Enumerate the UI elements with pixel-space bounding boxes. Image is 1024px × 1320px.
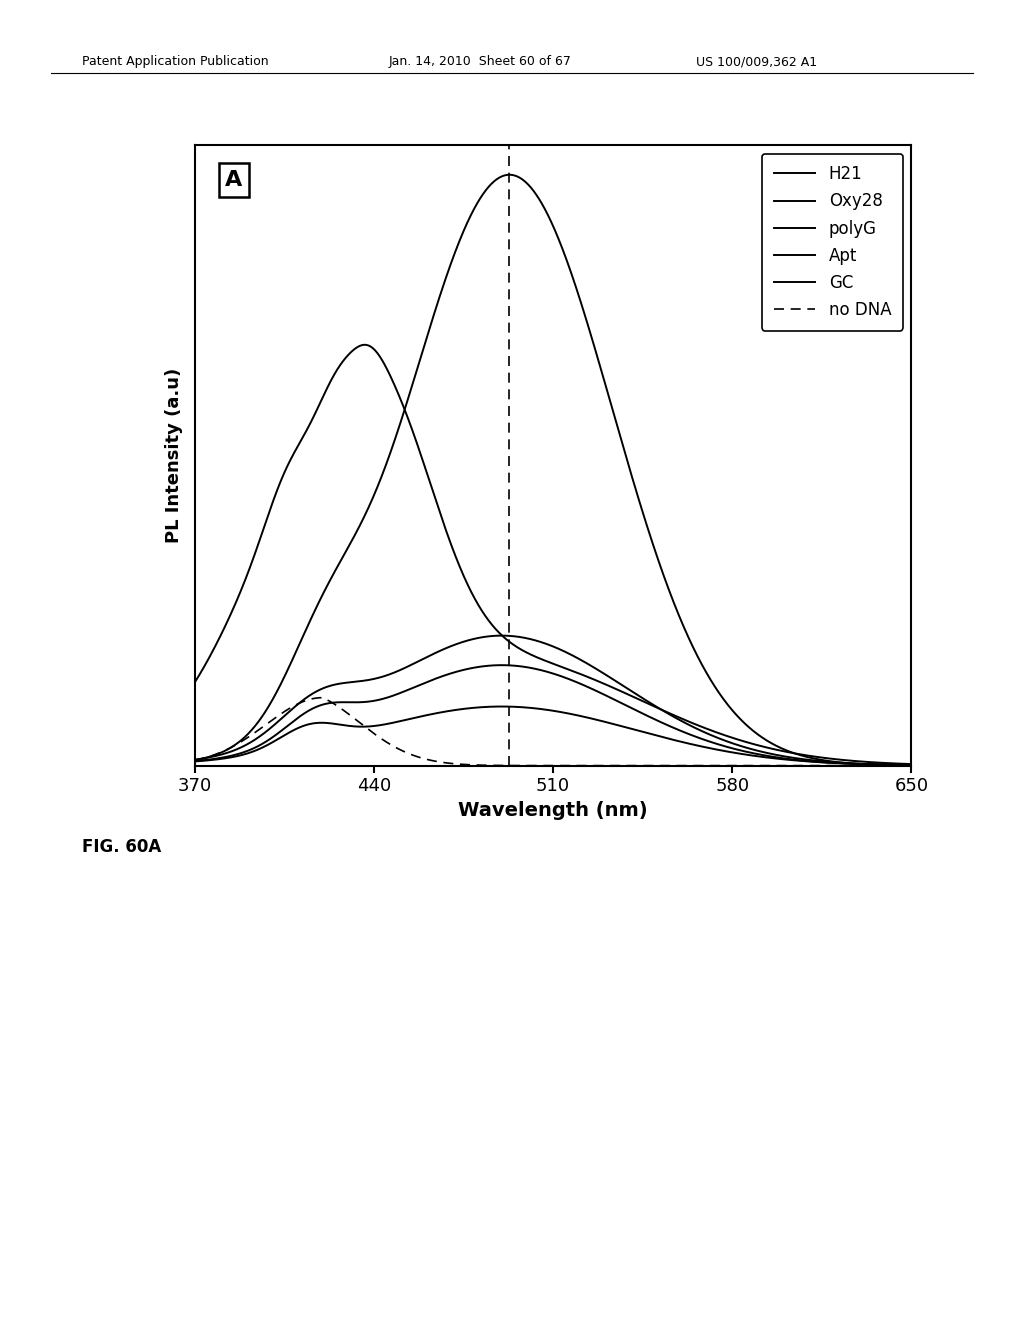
no DNA xyxy=(225,739,238,755)
H21 xyxy=(885,758,897,774)
Oxy28 xyxy=(905,756,918,772)
polyG xyxy=(885,756,897,772)
H21 xyxy=(503,166,515,182)
Apt xyxy=(518,659,530,675)
GC xyxy=(885,756,897,772)
Apt xyxy=(885,756,897,772)
GC xyxy=(538,701,550,717)
polyG xyxy=(538,635,550,651)
polyG xyxy=(905,758,918,774)
X-axis label: Wavelength (nm): Wavelength (nm) xyxy=(458,801,648,820)
no DNA xyxy=(188,752,201,768)
H21 xyxy=(518,173,530,189)
Oxy28 xyxy=(538,652,550,668)
polyG xyxy=(496,628,508,644)
Line: polyG: polyG xyxy=(195,636,911,766)
Oxy28 xyxy=(754,738,766,754)
Apt xyxy=(754,747,766,763)
Oxy28 xyxy=(225,606,238,622)
no DNA xyxy=(905,758,918,774)
GC xyxy=(885,756,897,772)
Apt xyxy=(188,754,201,770)
Oxy28 xyxy=(518,643,530,659)
H21 xyxy=(188,752,201,768)
Legend: H21, Oxy28, polyG, Apt, GC, no DNA: H21, Oxy28, polyG, Apt, GC, no DNA xyxy=(762,153,903,331)
Line: Oxy28: Oxy28 xyxy=(195,345,911,764)
no DNA xyxy=(518,758,530,774)
polyG xyxy=(225,743,238,759)
GC xyxy=(496,698,508,714)
H21 xyxy=(754,727,766,743)
polyG xyxy=(885,756,897,772)
Oxy28 xyxy=(885,755,897,771)
Line: no DNA: no DNA xyxy=(195,698,911,766)
GC xyxy=(518,700,530,715)
polyG xyxy=(754,743,766,759)
H21 xyxy=(225,739,238,755)
GC xyxy=(905,758,918,774)
Apt xyxy=(225,748,238,764)
Line: Apt: Apt xyxy=(195,665,911,766)
Oxy28 xyxy=(188,675,201,690)
H21 xyxy=(538,198,550,214)
Oxy28 xyxy=(358,337,371,352)
Apt xyxy=(905,758,918,774)
no DNA xyxy=(316,690,329,706)
Line: GC: GC xyxy=(195,706,911,766)
polyG xyxy=(188,752,201,768)
polyG xyxy=(518,630,530,645)
no DNA xyxy=(538,758,550,774)
no DNA xyxy=(885,758,897,774)
H21 xyxy=(885,758,897,774)
Apt xyxy=(885,756,897,772)
GC xyxy=(225,750,238,766)
Text: Patent Application Publication: Patent Application Publication xyxy=(82,55,268,69)
H21 xyxy=(905,758,918,774)
Text: FIG. 60A: FIG. 60A xyxy=(82,838,161,857)
Apt xyxy=(538,663,550,678)
Line: H21: H21 xyxy=(195,174,911,766)
no DNA xyxy=(885,758,897,774)
Text: A: A xyxy=(225,170,243,190)
Text: Jan. 14, 2010  Sheet 60 of 67: Jan. 14, 2010 Sheet 60 of 67 xyxy=(389,55,572,69)
Text: US 100/009,362 A1: US 100/009,362 A1 xyxy=(696,55,817,69)
no DNA xyxy=(754,758,766,774)
Y-axis label: PL Intensity (a.u): PL Intensity (a.u) xyxy=(166,368,183,543)
Apt xyxy=(496,657,508,673)
Oxy28 xyxy=(885,755,897,771)
GC xyxy=(754,748,766,764)
GC xyxy=(188,754,201,770)
